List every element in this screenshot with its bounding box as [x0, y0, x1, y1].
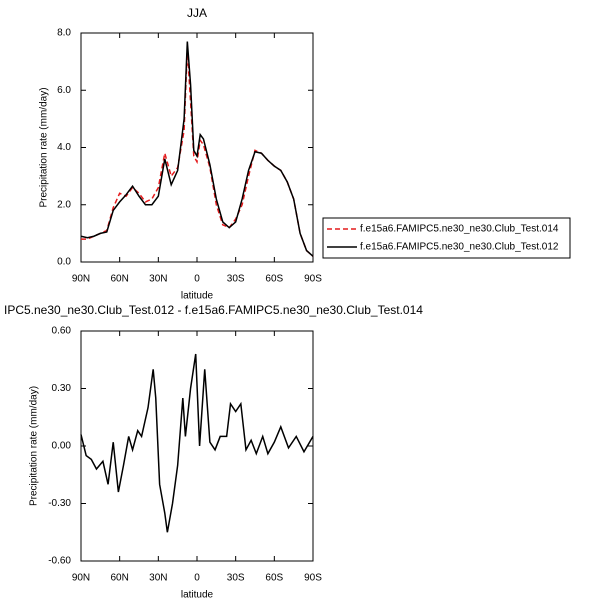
legend-label: f.e15a6.FAMIPC5.ne30_ne30.Club_Test.014 — [360, 224, 559, 235]
chart-title: IPC5.ne30_ne30.Club_Test.012 - f.e15a6.F… — [4, 303, 423, 317]
x-tick-label: 90N — [72, 573, 90, 584]
plot-frame — [80, 32, 314, 263]
y-axis-label: Precipitation rate (mm/day) — [29, 386, 40, 506]
legend-box — [322, 217, 571, 259]
legend-label: f.e15a6.FAMIPC5.ne30_ne30.Club_Test.012 — [360, 242, 559, 253]
x-tick-label: 60N — [110, 573, 128, 584]
y-tick-label: -0.60 — [48, 556, 71, 567]
y-tick-label: 0.0 — [57, 257, 71, 268]
x-axis-label: latitude — [181, 590, 214, 601]
plot-frame — [80, 330, 314, 562]
y-tick-label: 0.30 — [52, 383, 72, 394]
x-tick-label: 30S — [227, 274, 245, 285]
y-axis-label: Precipitation rate (mm/day) — [39, 87, 50, 207]
y-tick-label: 2.0 — [57, 199, 71, 210]
x-tick-label: 0 — [194, 274, 200, 285]
x-axis-label: latitude — [181, 291, 214, 302]
x-tick-label: 90N — [72, 274, 90, 285]
x-tick-label: 60N — [110, 274, 128, 285]
legend: f.e15a6.FAMIPC5.ne30_ne30.Club_Test.014f… — [322, 217, 571, 259]
y-tick-label: 6.0 — [57, 85, 71, 96]
chart-title: JJA — [187, 6, 207, 20]
y-tick-label: 0.60 — [52, 326, 72, 337]
y-tick-label: 4.0 — [57, 142, 71, 153]
x-tick-label: 0 — [194, 573, 200, 584]
x-tick-label: 30N — [149, 274, 167, 285]
x-tick-label: 90S — [304, 573, 322, 584]
x-tick-label: 90S — [304, 274, 322, 285]
series-line — [81, 48, 314, 257]
x-tick-label: 30N — [149, 573, 167, 584]
x-tick-label: 60S — [265, 274, 283, 285]
x-tick-label: 60S — [265, 573, 283, 584]
series-line — [80, 353, 314, 533]
y-tick-label: -0.30 — [48, 498, 71, 509]
y-tick-label: 0.00 — [52, 441, 72, 452]
x-tick-label: 30S — [227, 573, 245, 584]
series-line — [80, 41, 314, 257]
y-tick-label: 8.0 — [57, 28, 71, 39]
